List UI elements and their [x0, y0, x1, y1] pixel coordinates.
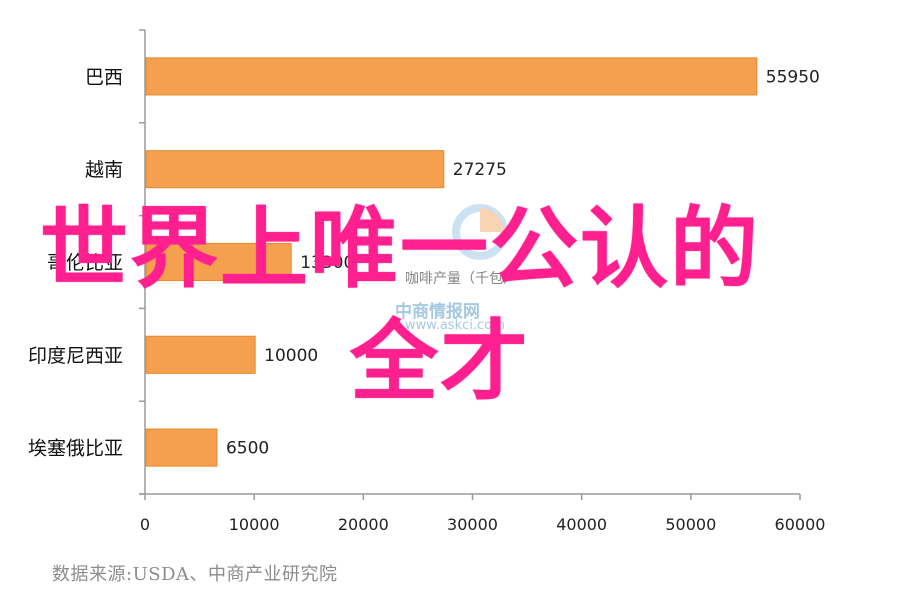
watermark-site-name: 中商情报网	[395, 302, 480, 322]
x-tick-label: 60000	[775, 515, 826, 534]
data-source-note: 数据来源:USDA、中商产业研究院	[52, 564, 338, 585]
x-tick-label: 0	[140, 515, 150, 534]
x-tick-label: 30000	[447, 515, 498, 534]
bar	[145, 150, 445, 189]
category-label: 巴西	[85, 66, 123, 88]
bar	[145, 242, 292, 282]
bar-chart: 55950 27275 13300 10000 6500 巴西越南哥伦比亚印度尼西亚埃塞…	[28, 29, 826, 534]
category-label: 哥伦比亚	[47, 252, 123, 274]
bar-data-label: 13300	[300, 253, 354, 273]
bar-data-label: 55950	[766, 67, 820, 87]
bar-data-label: 27275	[453, 160, 507, 180]
category-label: 越南	[85, 159, 123, 181]
bar	[145, 428, 218, 467]
watermark-caption: 咖啡产量（千包）	[405, 271, 517, 287]
x-tick-label: 20000	[338, 515, 389, 534]
overlay-headline-line1: 世界上唯一公认的	[40, 197, 761, 300]
watermark-url: www.askci.com	[405, 318, 505, 333]
bar-data-label: 10000	[264, 346, 318, 366]
category-label: 印度尼西亚	[28, 345, 123, 367]
bar	[145, 57, 758, 96]
overlay-headline-line2: 全才	[350, 310, 531, 413]
category-label: 埃塞俄比亚	[28, 438, 123, 460]
bar	[145, 335, 256, 374]
x-tick-label: 50000	[665, 515, 716, 534]
bar-data-label: 6500	[226, 439, 269, 459]
watermark-logo-icon	[452, 204, 508, 260]
x-tick-label: 10000	[229, 515, 280, 534]
x-tick-label: 40000	[556, 515, 607, 534]
